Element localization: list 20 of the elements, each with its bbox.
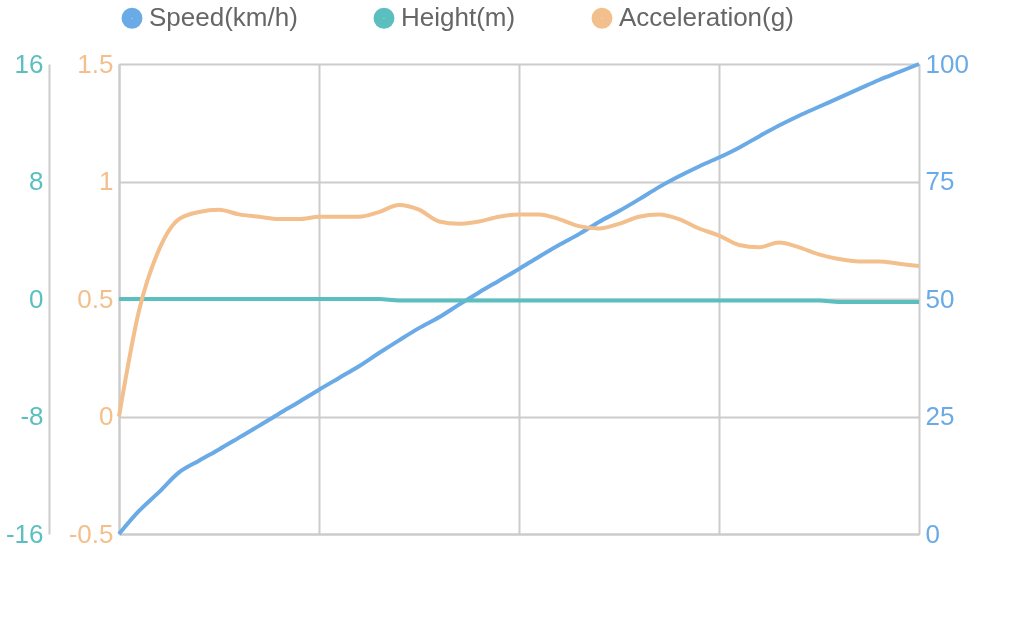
- y3-tick-label: 16: [14, 48, 44, 79]
- y2-tick-label: 50: [925, 283, 955, 314]
- legend-label: Height(m): [401, 2, 516, 33]
- legend-label: Speed(km/h): [149, 2, 298, 33]
- y-tick-label: 0: [99, 401, 114, 431]
- y3-tick-label: 8: [29, 166, 44, 196]
- y3-tick-label: 0: [29, 283, 44, 314]
- line-series: [117, 62, 921, 536]
- y2-tick-label: 100: [925, 48, 969, 79]
- line-series: [117, 203, 921, 419]
- y-tick-label: 1.5: [77, 48, 114, 79]
- y2-tick-label: 75: [925, 166, 955, 196]
- y-tick-label: -0.5: [68, 518, 114, 549]
- y3-tick-label: -8: [20, 401, 44, 431]
- y-tick-label: 0.5: [77, 283, 114, 314]
- legend-label: Acceleration(g): [619, 2, 794, 33]
- y2-tick-label: 0: [925, 518, 940, 549]
- y3-tick-label: -16: [5, 518, 44, 549]
- y2-tick-label: 25: [925, 401, 955, 431]
- y-tick-label: 1: [99, 166, 114, 196]
